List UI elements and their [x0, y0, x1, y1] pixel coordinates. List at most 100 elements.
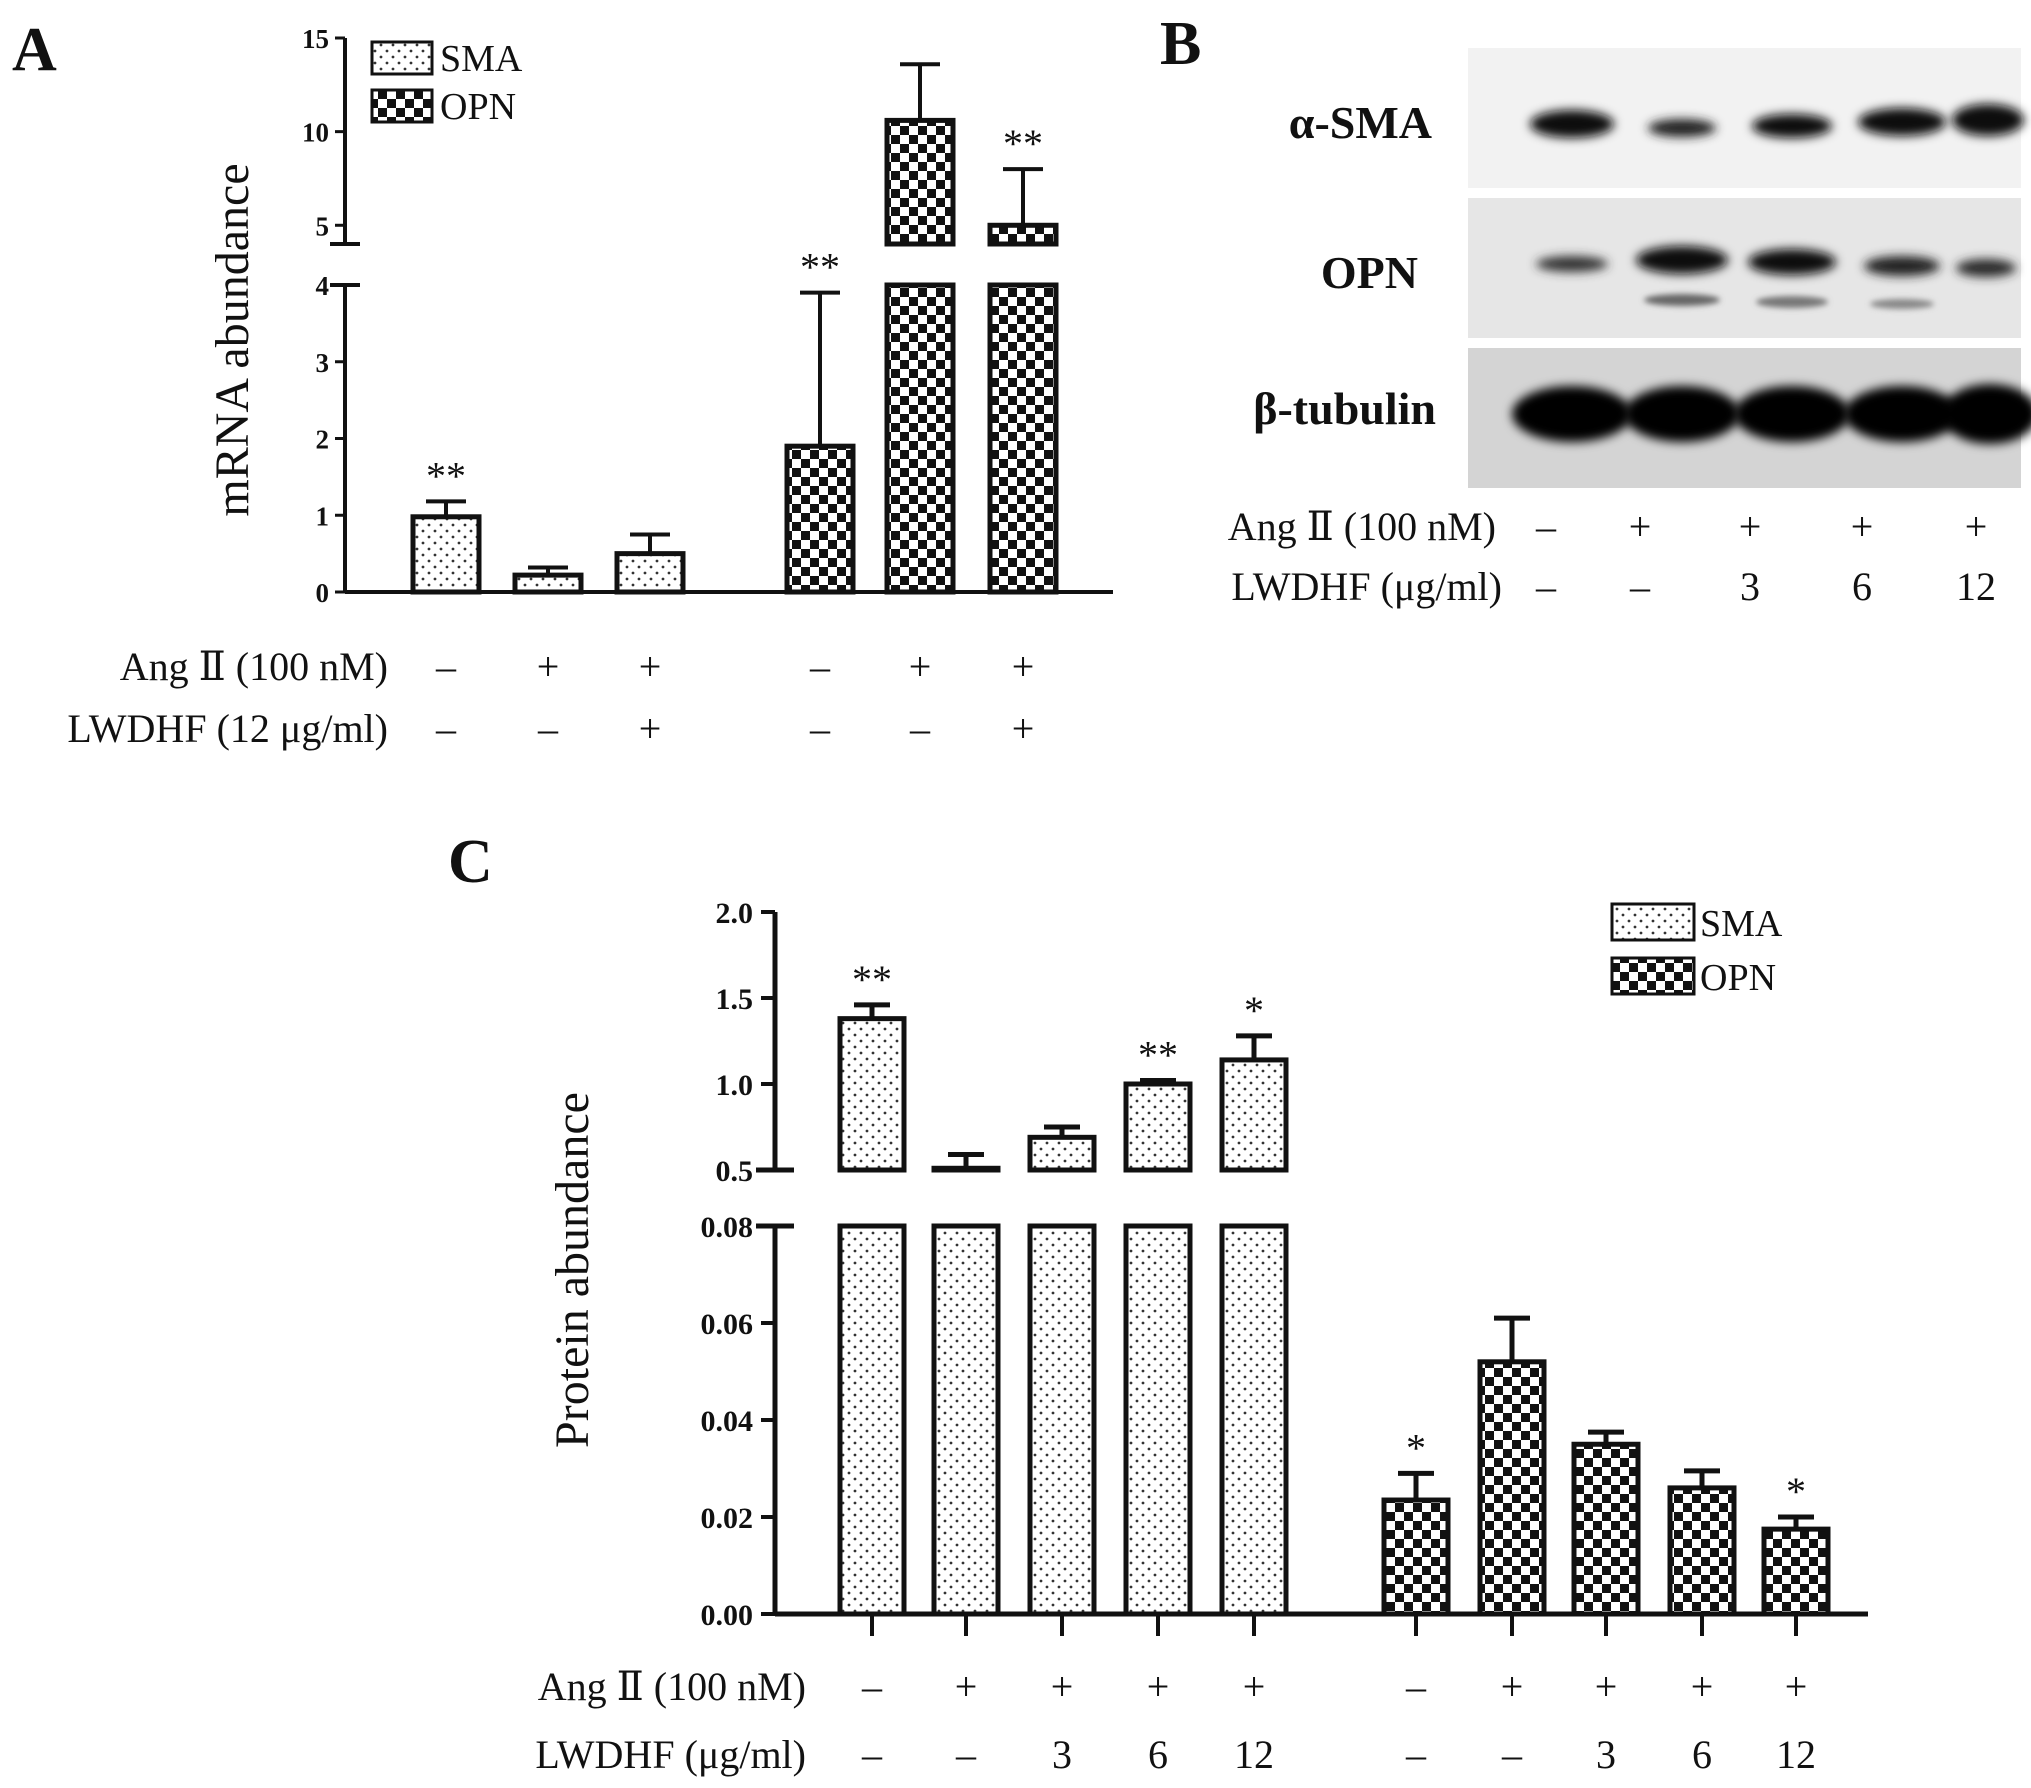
significance-label: ** — [1003, 121, 1043, 166]
panel-b-letter: B — [1160, 10, 1201, 78]
legend-swatch-sma — [370, 40, 434, 76]
panel-c-letter: C — [448, 828, 493, 896]
bar-sma — [1219, 1223, 1289, 1617]
panel-c-treatment-rows: – – + – +3 +6 +12 – – + – +3 +6 +12 — [861, 1664, 1816, 1777]
lwdhf-treatment-symbol: + — [1012, 706, 1035, 751]
lwdhf-treatment-symbol: 12 — [1234, 1732, 1274, 1777]
lwdhf-treatment-symbol: 6 — [1852, 564, 1872, 609]
bar-sma — [837, 1223, 907, 1617]
bar-opn-upper — [884, 117, 956, 247]
blot-label-opn: OPN — [1321, 247, 1418, 298]
y-tick-label: 0.02 — [701, 1502, 754, 1535]
panel-c-legend: SMA OPN — [1610, 902, 1783, 999]
lwdhf-treatment-symbol: – — [537, 706, 559, 751]
panel-a-y-axis-title: mRNA abundance — [206, 163, 259, 516]
bar-sma-upper — [931, 1165, 1001, 1173]
ang-treatment-symbol: + — [909, 644, 932, 689]
legend-label-opn: OPN — [440, 86, 516, 128]
bar-sma — [410, 514, 482, 595]
legend-swatch-opn — [370, 88, 434, 124]
ang-treatment-symbol: – — [809, 644, 831, 689]
significance-label: * — [1406, 1425, 1426, 1470]
bar-sma-upper — [1123, 1081, 1193, 1173]
y-tick-label: 0.5 — [716, 1155, 754, 1188]
lwdhf-treatment-symbol: – — [809, 706, 831, 751]
significance-label: ** — [800, 245, 840, 290]
bar-sma — [931, 1223, 1001, 1617]
bar-opn-upper — [987, 222, 1059, 247]
blot-strip-beta-tubulin — [1468, 348, 2031, 488]
lwdhf-treatment-symbol: + — [639, 706, 662, 751]
bar-sma — [614, 551, 686, 595]
blot-label-alpha-sma: α-SMA — [1289, 97, 1432, 148]
lwdhf-treatment-symbol: – — [909, 706, 931, 751]
ang-treatment-symbol: – — [435, 644, 457, 689]
lwdhf-treatment-symbol: – — [1535, 564, 1557, 609]
bar-sma — [1123, 1223, 1193, 1617]
bar-sma-upper — [837, 1016, 907, 1173]
y-tick-label: 0.00 — [701, 1599, 754, 1632]
ang-treatment-symbol: + — [1851, 504, 1874, 549]
ang-treatment-symbol: + — [1501, 1664, 1524, 1709]
lwdhf-treatment-symbol: 3 — [1740, 564, 1760, 609]
ang-treatment-symbol: + — [639, 644, 662, 689]
lwdhf-treatment-symbol: – — [955, 1732, 977, 1777]
lwdhf-treatment-symbol: – — [1501, 1732, 1523, 1777]
bar-opn — [1761, 1526, 1831, 1617]
panel-b-western-blot: B α-SMA OPN — [1160, 10, 2031, 609]
ang-treatment-symbol: + — [1243, 1664, 1266, 1709]
legend-swatch-opn — [1610, 956, 1696, 996]
ang-treatment-symbol: + — [1629, 504, 1652, 549]
significance-label: ** — [1138, 1033, 1178, 1078]
panel-b-ang-label: Ang Ⅱ (100 nM) — [1228, 504, 1496, 549]
y-tick-label: 2.0 — [716, 897, 754, 930]
ang-treatment-symbol: + — [1595, 1664, 1618, 1709]
y-tick-label: 1.0 — [716, 1069, 754, 1102]
ang-treatment-symbol: + — [1051, 1664, 1074, 1709]
panel-c-protein-chart: C Protein abundance 0.00 0.02 0.04 0.06 0.08… — [448, 828, 1868, 1777]
bar-opn — [1571, 1441, 1641, 1617]
y-tick-label: 2 — [316, 425, 330, 455]
lwdhf-treatment-symbol: 12 — [1956, 564, 1996, 609]
ang-treatment-symbol: – — [1405, 1664, 1427, 1709]
panel-c-bars: ******* — [837, 957, 1831, 1617]
panel-c-lwdhf-label: LWDHF (μg/ml) — [535, 1732, 806, 1777]
panel-c-y-axis-title: Protein abundance — [546, 1092, 599, 1448]
lwdhf-treatment-symbol: 6 — [1148, 1732, 1168, 1777]
bar-opn — [784, 443, 856, 595]
y-tick-label: 1 — [316, 501, 330, 531]
lwdhf-treatment-symbol: – — [861, 1732, 883, 1777]
bar-sma — [512, 572, 584, 595]
ang-treatment-symbol: – — [1535, 504, 1557, 549]
panel-a-legend: SMA OPN — [370, 38, 523, 128]
y-tick-label: 0.08 — [701, 1211, 754, 1244]
panel-a-letter: A — [12, 16, 57, 84]
ang-treatment-symbol: + — [1147, 1664, 1170, 1709]
blot-label-beta-tubulin: β-tubulin — [1253, 383, 1436, 434]
bar-opn — [1381, 1497, 1451, 1617]
blot-strip-alpha-sma — [1468, 48, 2024, 188]
legend-label-sma: SMA — [1700, 903, 1783, 945]
y-tick-label: 0.04 — [701, 1405, 754, 1438]
blot-strip-opn — [1468, 198, 2021, 338]
lwdhf-treatment-symbol: 6 — [1692, 1732, 1712, 1777]
y-tick-label: 1.5 — [716, 983, 754, 1016]
y-tick-label: 0 — [316, 578, 330, 608]
bar-sma — [1027, 1223, 1097, 1617]
panel-a-bars: ** ** ** — [410, 62, 1059, 595]
significance-label: * — [1244, 988, 1264, 1033]
lwdhf-treatment-symbol: 12 — [1776, 1732, 1816, 1777]
lwdhf-treatment-symbol: – — [1629, 564, 1651, 609]
ang-treatment-symbol: + — [1012, 644, 1035, 689]
significance-label: ** — [852, 957, 892, 1002]
bar-opn — [1667, 1485, 1737, 1617]
panel-b-treatment-rows: – – + – +3 +6 +12 — [1535, 504, 1996, 609]
bar-opn — [987, 282, 1059, 595]
panel-a-treatment-rows: – – + – + + – – + – + + — [435, 644, 1034, 751]
legend-label-sma: SMA — [440, 38, 523, 80]
panel-b-lwdhf-label: LWDHF (μg/ml) — [1231, 564, 1502, 609]
bar-opn — [1477, 1359, 1547, 1617]
panel-a-lwdhf-label: LWDHF (12 μg/ml) — [67, 706, 388, 751]
lwdhf-treatment-symbol: – — [435, 706, 457, 751]
